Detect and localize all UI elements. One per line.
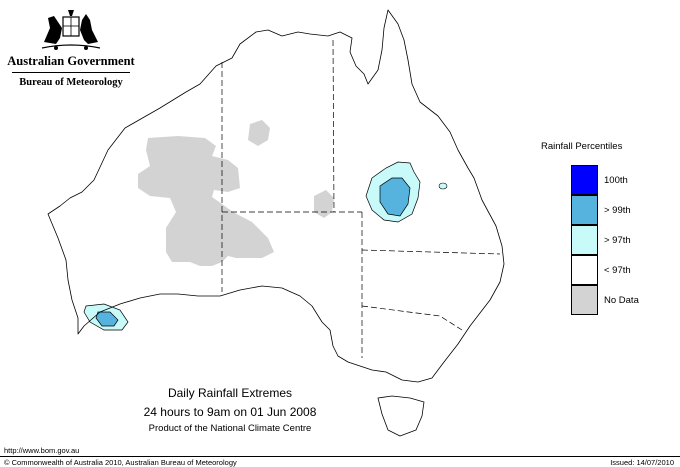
issued-date: Issued: 14/07/2010 <box>610 458 674 467</box>
legend-swatch-99th <box>571 195 598 225</box>
legend-title: Rainfall Percentiles <box>541 141 623 152</box>
legend-label-100th: 100th <box>604 175 628 186</box>
legend-label-97th: > 97th <box>604 235 631 246</box>
government-logo: Australian Government Bureau of Meteorol… <box>6 8 136 88</box>
legend-swatch-below-97th <box>571 255 598 285</box>
tasmania <box>377 395 425 437</box>
queensland-extreme-area <box>365 161 448 223</box>
caption-title: Daily Rainfall Extremes <box>167 386 293 400</box>
copyright-text: © Commonwealth of Australia 2010, Austra… <box>4 458 237 467</box>
logo-divider <box>12 72 130 73</box>
bom-url-link[interactable]: http://www.bom.gov.au <box>4 446 80 455</box>
legend-label-99th: > 99th <box>604 205 631 216</box>
legend-label-below-97th: < 97th <box>604 265 631 276</box>
footer-divider <box>0 456 680 457</box>
legend: Rainfall Percentiles 100th > 99th > 97th… <box>541 141 671 315</box>
caption-period: 24 hours to 9am on 01 Jun 2008 <box>143 405 317 419</box>
legend-swatch-97th <box>571 225 598 255</box>
caption-product: Product of the National Climate Centre <box>148 423 312 434</box>
legend-swatch-100th <box>571 165 598 195</box>
legend-swatch-no-data <box>571 285 598 315</box>
coat-of-arms-icon <box>41 10 101 50</box>
australia-coastline <box>47 9 505 383</box>
legend-label-no-data: No Data <box>604 295 639 306</box>
wa-extreme-area <box>83 303 129 331</box>
state-borders <box>221 39 501 358</box>
bureau-name: Bureau of Meteorology <box>19 77 123 88</box>
government-title: Australian Government <box>7 54 135 68</box>
no-data-region <box>138 120 334 266</box>
